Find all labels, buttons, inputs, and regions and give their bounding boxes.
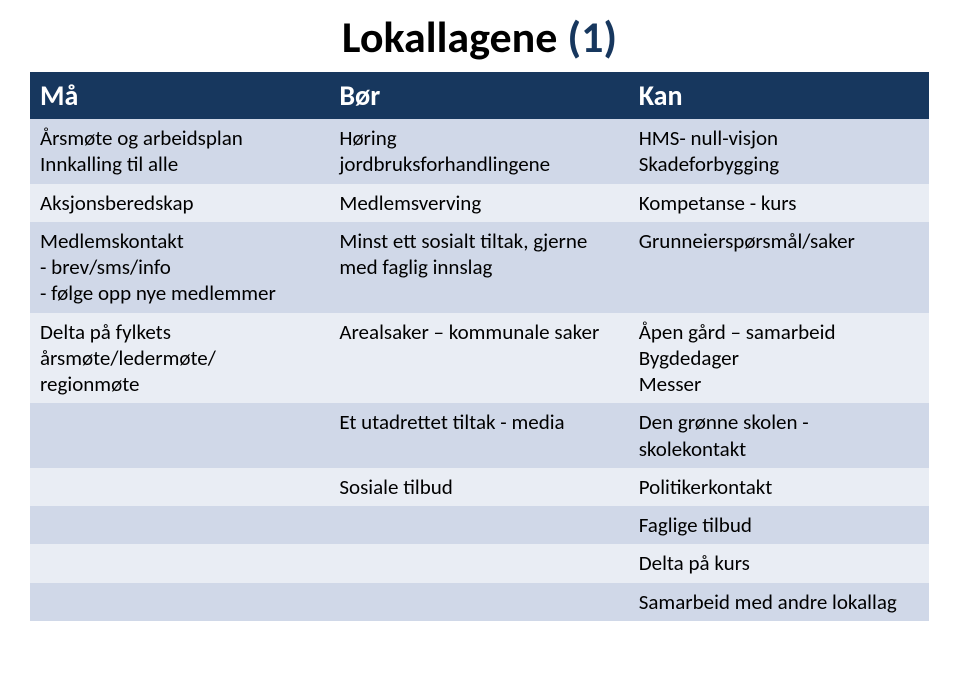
table-cell — [30, 403, 329, 468]
table-cell: Medlemsverving — [329, 184, 628, 222]
slide-title: Lokallagene (1) — [30, 10, 929, 64]
col-header-2: Kan — [629, 72, 929, 119]
table-cell — [329, 583, 628, 621]
table-cell: Et utadrettet tiltak - media — [329, 403, 628, 468]
slide: Lokallagene (1) Må Bør Kan Årsmøte og ar… — [0, 0, 959, 678]
table-head: Må Bør Kan — [30, 72, 929, 119]
table-cell — [30, 544, 329, 582]
table-cell: Faglige tilbud — [629, 506, 929, 544]
table-row: Sosiale tilbudPolitikerkontakt — [30, 468, 929, 506]
table-row: AksjonsberedskapMedlemsvervingKompetanse… — [30, 184, 929, 222]
table-cell: Samarbeid med andre lokallag — [629, 583, 929, 621]
table-row: Et utadrettet tiltak - mediaDen grønne s… — [30, 403, 929, 468]
table-cell — [329, 544, 628, 582]
title-suffix: (1) — [567, 10, 617, 64]
table-cell: Årsmøte og arbeidsplanInnkalling til all… — [30, 119, 329, 184]
col-header-1: Bør — [329, 72, 628, 119]
content-table: Må Bør Kan Årsmøte og arbeidsplanInnkall… — [30, 72, 929, 621]
table-row: Faglige tilbud — [30, 506, 929, 544]
table-cell: Delta på kurs — [629, 544, 929, 582]
table-cell — [329, 506, 628, 544]
table-cell: Åpen gård – samarbeidBygdedagerMesser — [629, 313, 929, 404]
table-cell: Minst ett sosialt tiltak, gjerne med fag… — [329, 222, 628, 313]
table-cell: Den grønne skolen -skolekontakt — [629, 403, 929, 468]
col-header-0: Må — [30, 72, 329, 119]
table-cell: Kompetanse - kurs — [629, 184, 929, 222]
table-cell: Grunneierspørsmål/saker — [629, 222, 929, 313]
title-main: Lokallagene — [342, 10, 567, 64]
header-row: Må Bør Kan — [30, 72, 929, 119]
table-cell: Medlemskontakt- brev/sms/info- følge opp… — [30, 222, 329, 313]
table-row: Samarbeid med andre lokallag — [30, 583, 929, 621]
table-cell: Arealsaker – kommunale saker — [329, 313, 628, 404]
table-cell — [30, 506, 329, 544]
table-cell — [30, 468, 329, 506]
table-cell: Aksjonsberedskap — [30, 184, 329, 222]
table-cell: HMS- null-visjonSkadeforbygging — [629, 119, 929, 184]
table-cell: Høringjordbruksforhandlingene — [329, 119, 628, 184]
table-row: Delta på kurs — [30, 544, 929, 582]
table-row: Årsmøte og arbeidsplanInnkalling til all… — [30, 119, 929, 184]
table-cell: Delta på fylkets årsmøte/ledermøte/regio… — [30, 313, 329, 404]
table-cell — [30, 583, 329, 621]
table-row: Medlemskontakt- brev/sms/info- følge opp… — [30, 222, 929, 313]
table-row: Delta på fylkets årsmøte/ledermøte/regio… — [30, 313, 929, 404]
table-cell: Sosiale tilbud — [329, 468, 628, 506]
table-cell: Politikerkontakt — [629, 468, 929, 506]
table-body: Årsmøte og arbeidsplanInnkalling til all… — [30, 119, 929, 621]
